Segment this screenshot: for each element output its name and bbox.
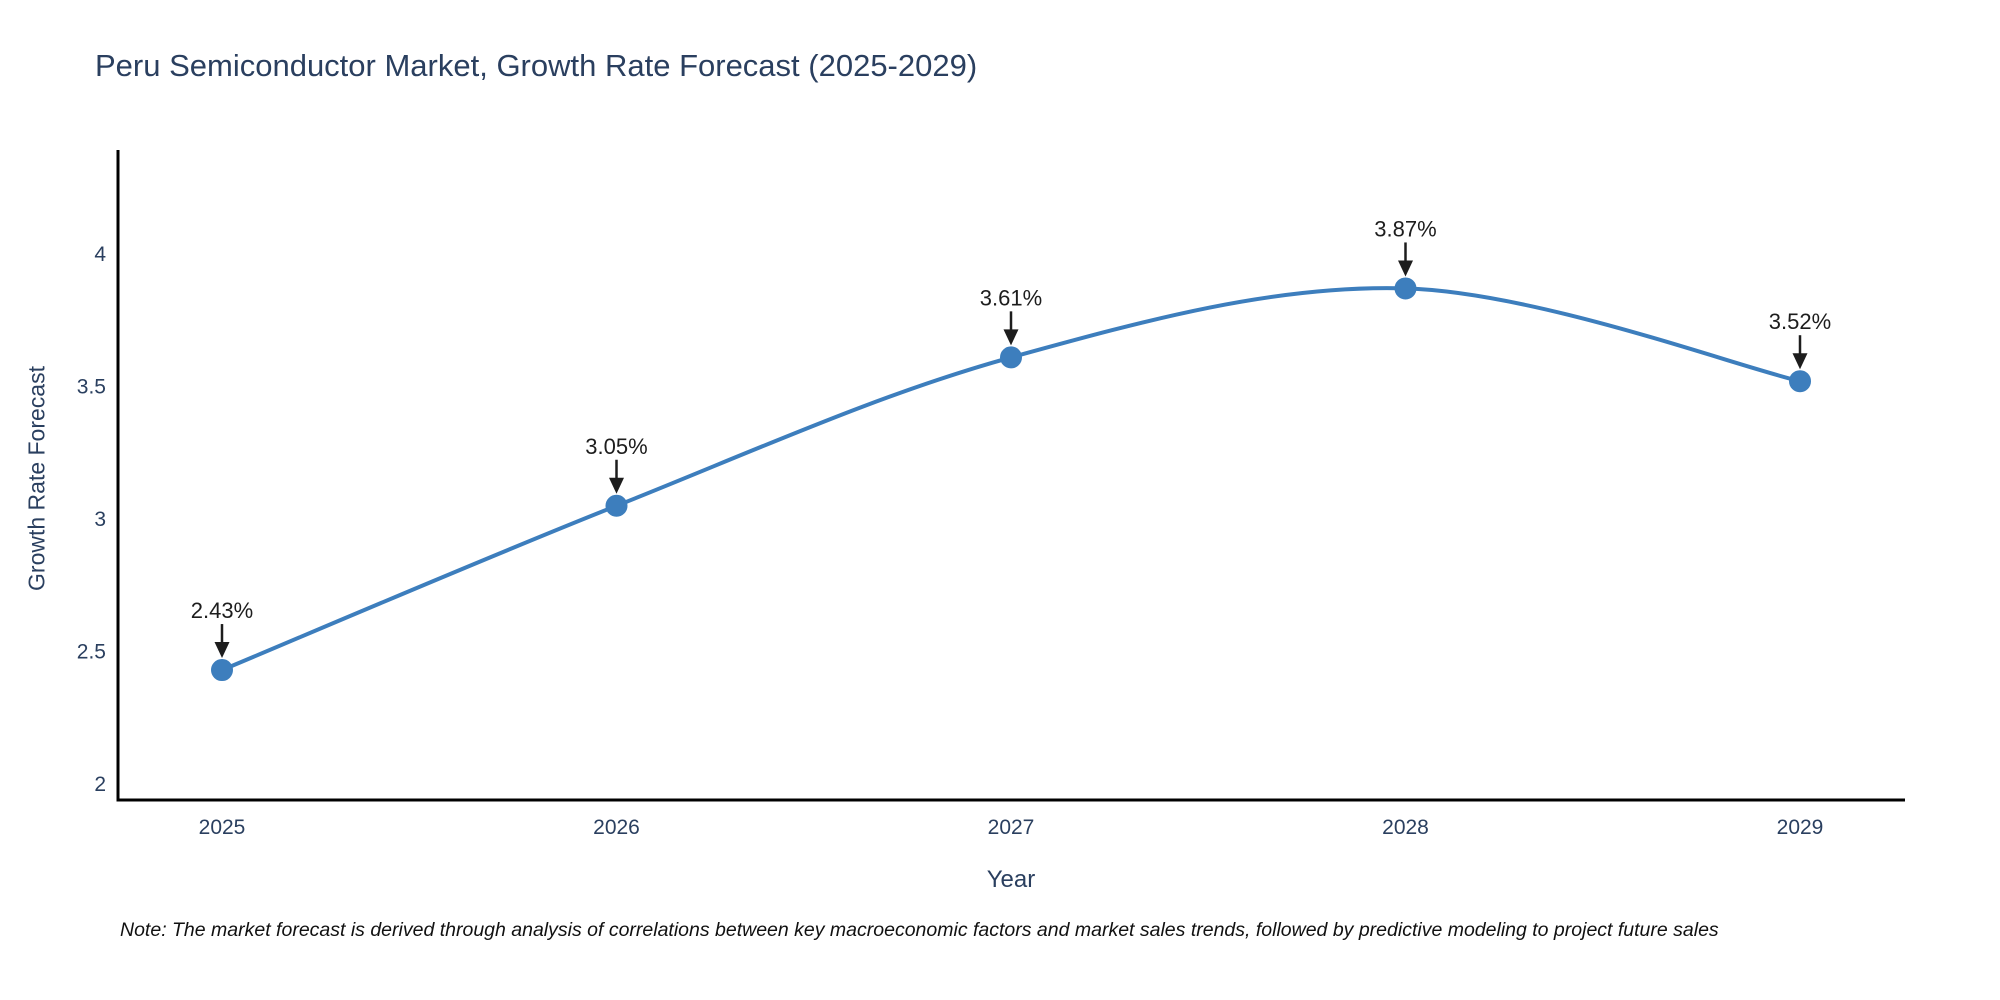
chart-title: Peru Semiconductor Market, Growth Rate F… — [95, 48, 978, 83]
annotation-label: 3.05% — [585, 434, 647, 459]
y-tick-label: 2 — [94, 773, 106, 796]
annotation-arrowhead — [214, 642, 230, 659]
y-tick-label: 3.5 — [77, 376, 106, 399]
x-tick-label: 2028 — [1382, 816, 1429, 839]
annotation-label: 3.52% — [1769, 309, 1831, 334]
data-point-marker-2029[interactable] — [1789, 370, 1811, 393]
line-series — [220, 286, 1802, 673]
annotation-label: 3.61% — [980, 285, 1042, 310]
y-tick-label: 2.5 — [77, 641, 106, 664]
x-tick-label: 2026 — [593, 816, 640, 839]
data-point-marker-2025[interactable] — [211, 659, 233, 682]
x-tick-label: 2027 — [988, 816, 1035, 839]
x-tick-label: 2025 — [199, 816, 246, 839]
x-axis-title: Year — [986, 866, 1036, 893]
annotation-label: 2.43% — [191, 598, 253, 623]
x-tick-label: 2029 — [1777, 816, 1824, 839]
data-point-marker-2027[interactable] — [1000, 346, 1022, 369]
data-point-marker-2028[interactable] — [1394, 277, 1417, 300]
annotation-arrowhead — [1792, 353, 1808, 370]
annotation-label: 3.87% — [1374, 216, 1436, 241]
footnote: Note: The market forecast is derived thr… — [120, 919, 1719, 941]
y-tick-label: 4 — [94, 243, 106, 266]
data-point-marker-2026[interactable] — [605, 494, 628, 517]
y-tick-label: 3 — [94, 508, 106, 531]
annotation-arrowhead — [609, 477, 624, 494]
annotation-arrowhead — [1003, 329, 1019, 346]
y-axis-title: Growth Rate Forecast — [23, 366, 50, 591]
annotation-arrowhead — [1398, 260, 1413, 277]
